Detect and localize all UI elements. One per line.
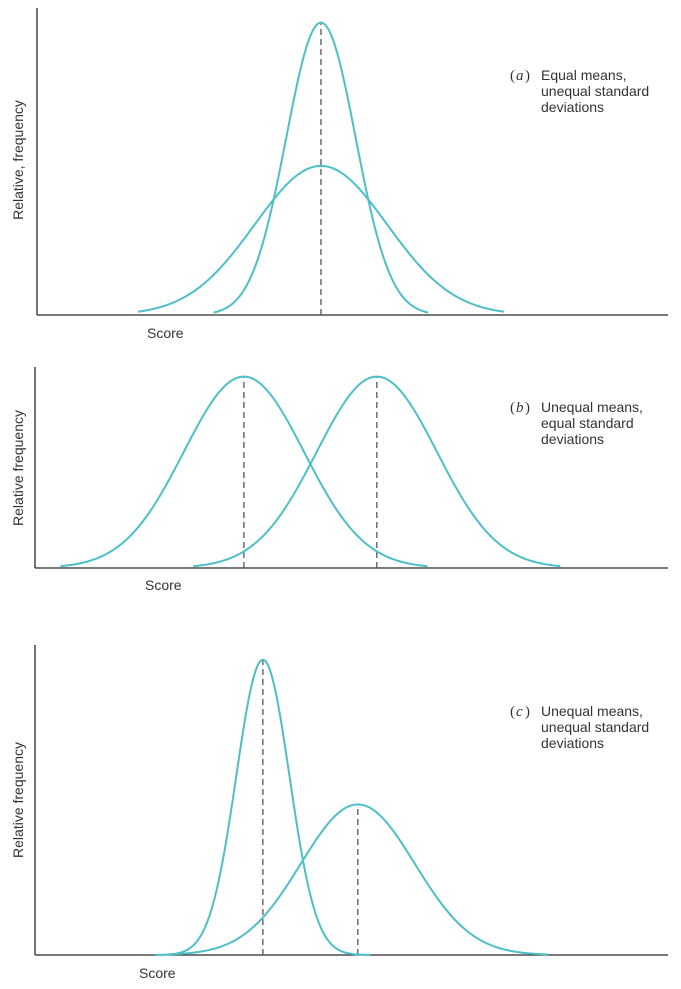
panel-c-open-paren: ( <box>510 704 515 720</box>
panel-c-description-line-3: deviations <box>541 735 604 751</box>
panel-a-description-line-3: deviations <box>541 99 604 115</box>
panel-b-description-line-1: Unequal means, <box>541 399 643 415</box>
panel-a-letter: a <box>516 68 524 84</box>
panel-c-legend: ( c ) Unequal means, unequal standard de… <box>510 703 649 751</box>
panel-a-open-paren: ( <box>510 68 515 84</box>
panel-b-curve-1 <box>60 375 428 568</box>
panel-a-description-line-1: Equal means, <box>541 67 627 83</box>
panel-a-y-axis-label: Relative, frequency <box>10 100 26 220</box>
panel-c-curve-2 <box>167 803 548 956</box>
panel-c-description-line-1: Unequal means, <box>541 703 643 719</box>
panel-b-curves <box>60 375 561 568</box>
panel-a-close-paren: ) <box>525 68 530 84</box>
panel-c-letter: c <box>516 704 523 720</box>
panel-c-x-axis-label: Score <box>139 965 176 981</box>
panel-b-letter: b <box>516 400 524 416</box>
panel-c-close-paren: ) <box>525 704 530 720</box>
panel-b-open-paren: ( <box>510 400 515 416</box>
panel-b-x-axis-label: Score <box>145 577 182 593</box>
panel-c-curves <box>155 658 548 956</box>
panel-b-description-line-3: deviations <box>541 431 604 447</box>
panel-b-legend: ( b ) Unequal means, equal standard devi… <box>510 399 643 447</box>
panel-c-description-line-2: unequal standard <box>541 719 649 735</box>
panel-a-curve-2 <box>137 164 505 313</box>
panel-c: Relative frequency Score ( c ) Unequal m… <box>10 645 668 981</box>
panel-b-description-line-2: equal standard <box>541 415 634 431</box>
panel-c-curve-1 <box>155 658 371 956</box>
panel-b-curve-2 <box>193 375 561 568</box>
panel-a-curve-1 <box>213 21 429 314</box>
panel-b-y-axis-label: Relative frequency <box>10 410 26 526</box>
panel-a-x-axis-label: Score <box>147 325 184 341</box>
panel-a: Relative, frequency Score ( a ) Equal me… <box>10 8 668 341</box>
panel-b: Relative frequency Score ( b ) Unequal m… <box>10 367 668 593</box>
panel-b-close-paren: ) <box>525 400 530 416</box>
panel-c-y-axis-label: Relative frequency <box>10 742 26 858</box>
panel-a-description-line-2: unequal standard <box>541 83 649 99</box>
panel-a-curves <box>137 21 505 315</box>
panel-a-legend: ( a ) Equal means, unequal standard devi… <box>510 67 649 115</box>
